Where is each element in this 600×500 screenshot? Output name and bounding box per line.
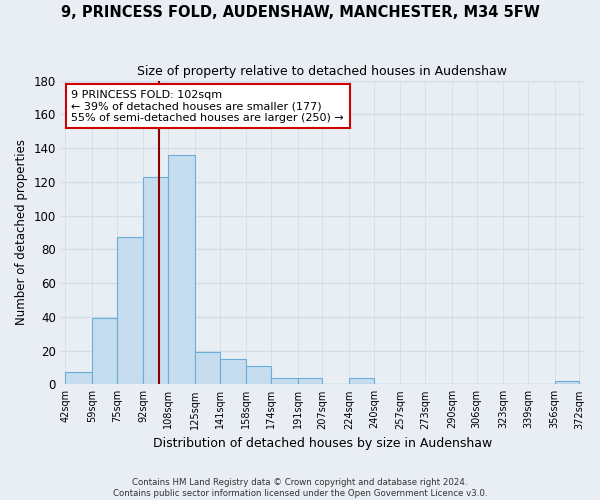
Text: 9, PRINCESS FOLD, AUDENSHAW, MANCHESTER, M34 5FW: 9, PRINCESS FOLD, AUDENSHAW, MANCHESTER,… xyxy=(61,5,539,20)
Y-axis label: Number of detached properties: Number of detached properties xyxy=(15,140,28,326)
Bar xyxy=(65,372,92,384)
Bar xyxy=(349,378,374,384)
Bar xyxy=(195,352,220,384)
Bar xyxy=(554,381,580,384)
Bar xyxy=(143,176,168,384)
Bar xyxy=(92,318,117,384)
Bar xyxy=(220,359,246,384)
Title: Size of property relative to detached houses in Audenshaw: Size of property relative to detached ho… xyxy=(137,65,508,78)
Text: 9 PRINCESS FOLD: 102sqm
← 39% of detached houses are smaller (177)
55% of semi-d: 9 PRINCESS FOLD: 102sqm ← 39% of detache… xyxy=(71,90,344,123)
Bar xyxy=(298,378,322,384)
Bar xyxy=(168,155,195,384)
Text: Contains HM Land Registry data © Crown copyright and database right 2024.
Contai: Contains HM Land Registry data © Crown c… xyxy=(113,478,487,498)
Bar xyxy=(246,366,271,384)
Bar xyxy=(271,378,298,384)
X-axis label: Distribution of detached houses by size in Audenshaw: Distribution of detached houses by size … xyxy=(153,437,492,450)
Bar xyxy=(117,238,143,384)
